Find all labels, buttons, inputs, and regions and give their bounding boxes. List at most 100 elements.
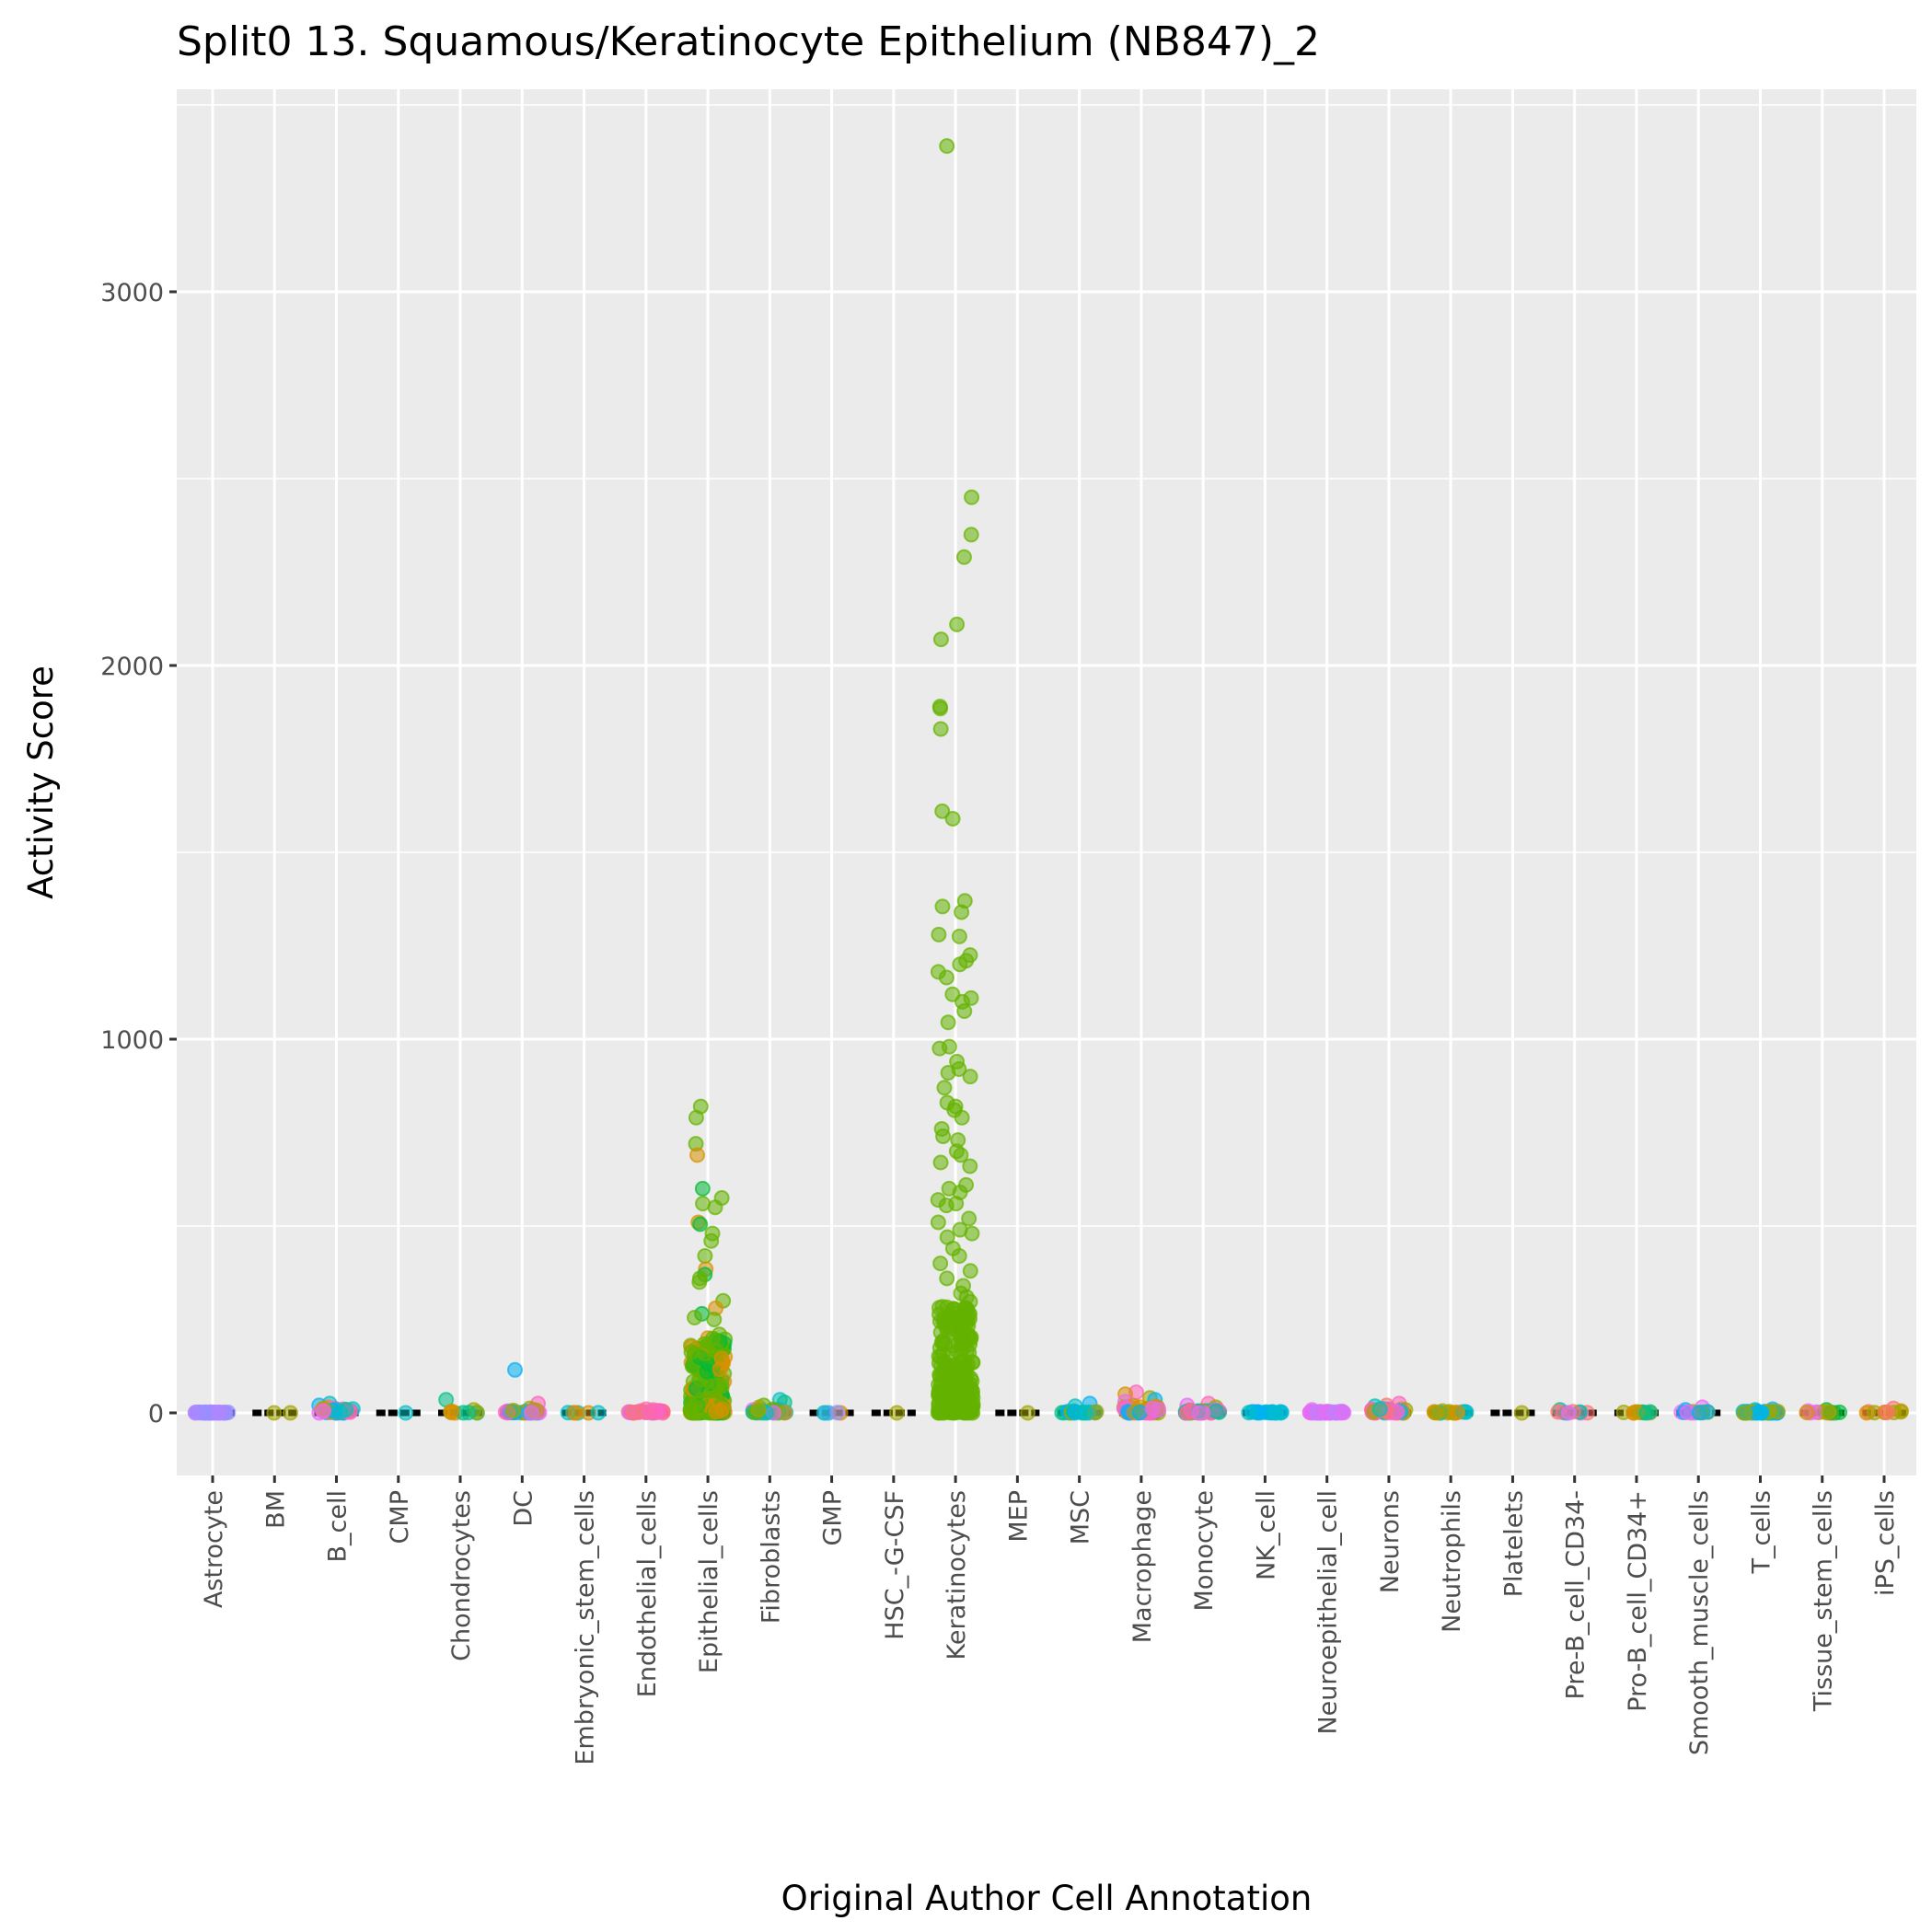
data-point [1691,1405,1707,1421]
data-point [932,631,949,648]
data-point [683,1344,700,1360]
x-tick-label: BM [261,1490,290,1529]
data-point [943,1346,959,1362]
gridlines [177,89,1916,1475]
x-tick-label: iPS_cells [1871,1490,1900,1596]
data-point [958,1312,975,1328]
data-point [1753,1405,1770,1421]
data-point [687,1309,703,1325]
data-point [710,1377,726,1394]
data-point [1267,1405,1283,1421]
data-point [689,1405,706,1421]
data-points [187,138,1909,1421]
x-tick-label: Smooth_muscle_cells [1685,1490,1714,1755]
chart-title: Split0 13. Squamous/Keratinocyte Epithel… [177,18,1320,65]
x-tick-label: Fibroblasts [757,1490,785,1624]
x-tick-label: Macrophage [1128,1490,1157,1643]
data-point [523,1405,539,1421]
data-point [315,1403,331,1419]
data-point [704,1330,721,1347]
data-point [955,549,972,565]
data-point [711,1361,728,1378]
data-point [961,1405,978,1421]
data-point [930,1214,946,1231]
data-point [699,1363,715,1380]
data-point [703,1232,720,1249]
data-point [939,1404,955,1420]
data-point [939,1270,955,1287]
data-point [954,1109,970,1126]
data-point [932,1154,949,1171]
data-point [816,1405,832,1421]
x-tick-label: HSC_-G-CSF [881,1490,909,1640]
x-axis-title: Original Author Cell Annotation [781,1879,1313,1918]
x-tick-label: Pre-B_cell_CD34- [1562,1490,1591,1699]
data-point [1191,1405,1208,1421]
data-point [931,1040,948,1057]
data-point [1077,1405,1093,1421]
data-point [688,1109,704,1126]
x-tick-label: MEP [1004,1490,1033,1543]
data-point [829,1405,846,1421]
x-tick-label: Chondrocytes [447,1490,476,1661]
y-tick-label: 3000 [100,279,164,307]
data-point [1892,1404,1909,1420]
data-point [960,1329,977,1346]
data-point [949,616,966,632]
data-point [932,1255,949,1272]
data-point [938,969,954,986]
x-tick-label: Keratinocytes [943,1490,971,1660]
x-tick-label: NK_cell [1252,1490,1280,1580]
x-tick-label: Neurons [1376,1490,1405,1593]
x-tick-label: Platelets [1499,1490,1528,1597]
x-tick-label: MSC [1067,1490,1095,1544]
data-point [944,810,961,827]
y-axis-title: Activity Score [21,665,61,899]
data-point [940,1014,956,1031]
data-point [963,526,979,543]
data-point [943,1391,959,1407]
data-point [624,1404,641,1420]
x-tick-label: Pro-B_cell_CD34+ [1624,1490,1652,1712]
data-point [956,1003,973,1020]
x-tick-label: Neutrophils [1438,1490,1466,1633]
x-tick-label: Neuroepithelial_cell [1314,1490,1343,1735]
data-point [962,1263,978,1279]
y-tick-label: 2000 [100,653,164,681]
data-point [951,928,967,944]
data-point [1429,1405,1446,1421]
x-tick-label: GMP [819,1490,848,1546]
data-point [197,1405,214,1421]
data-point [210,1405,226,1421]
data-point [266,1405,283,1421]
x-tick-label: CMP [386,1490,414,1544]
data-point [706,1312,723,1327]
data-point [697,1247,713,1264]
data-point [567,1405,584,1421]
data-point [961,1210,978,1227]
x-tick-label: Epithelial_cells [695,1490,723,1673]
data-point [1449,1404,1465,1420]
y-tick-label: 1000 [100,1026,164,1055]
x-tick-label: Endothelial_cells [633,1490,662,1697]
data-point [697,1346,713,1362]
data-point [954,1353,971,1370]
data-point [1020,1405,1036,1421]
data-point [957,1374,974,1391]
data-point [934,803,951,819]
data-point [1638,1405,1655,1421]
data-point [507,1361,524,1378]
data-point [691,1274,708,1290]
x-tick-label: Tissue_stem_cells [1810,1490,1838,1712]
data-point [689,1147,706,1163]
data-point [750,1401,767,1417]
data-point [933,1334,950,1350]
data-point [888,1405,905,1421]
data-point [694,1180,711,1197]
data-point [951,1247,967,1264]
data-point [931,926,947,943]
data-point [590,1405,607,1421]
data-point [460,1405,477,1421]
data-point [643,1404,660,1420]
